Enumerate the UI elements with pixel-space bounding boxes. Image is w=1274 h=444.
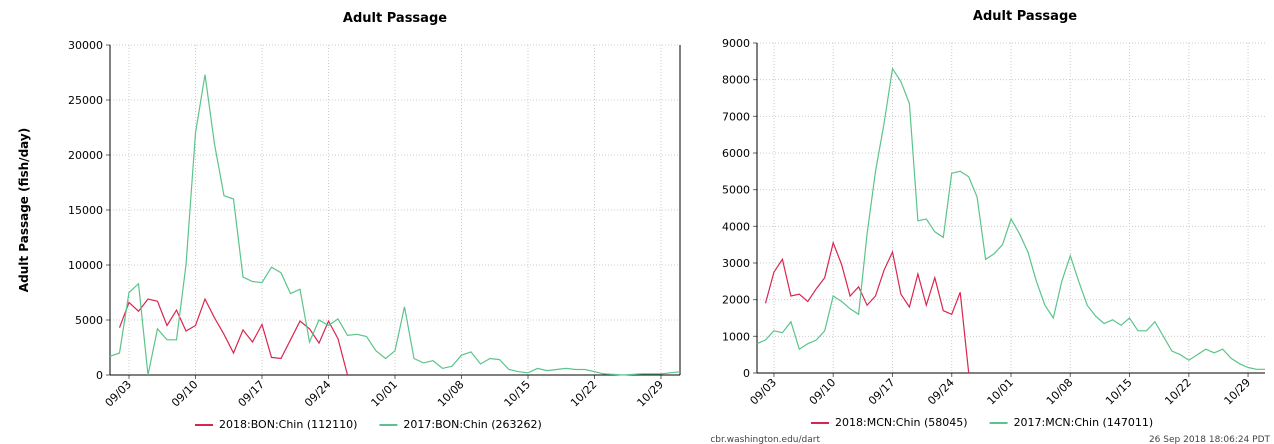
x-tick-label: 10/08 (435, 378, 467, 410)
legend-label: 2018:BON:Chin (112110) (219, 418, 357, 431)
x-tick-label: 09/10 (169, 378, 201, 410)
legend-label: 2017:BON:Chin (263262) (403, 418, 541, 431)
y-tick-label: 15000 (68, 204, 103, 217)
y-tick-label: 0 (96, 369, 103, 382)
y-tick-label: 30000 (68, 39, 103, 52)
x-tick-label: 09/17 (236, 378, 268, 410)
x-tick-label: 09/10 (807, 376, 839, 408)
x-tick-label: 10/01 (369, 378, 401, 410)
y-tick-label: 0 (743, 367, 750, 380)
x-tick-label: 09/24 (925, 376, 957, 408)
x-tick-label: 10/22 (1162, 376, 1194, 408)
y-tick-label: 1000 (722, 330, 750, 343)
x-tick-label: 10/15 (502, 378, 534, 410)
footer-site: cbr.washington.edu/dart (710, 435, 820, 444)
series-line (109, 74, 681, 376)
chart-title: Adult Passage (343, 11, 447, 26)
x-tick-label: 09/03 (103, 378, 135, 410)
y-tick-label: 25000 (68, 94, 103, 107)
y-tick-label: 20000 (68, 149, 103, 162)
y-tick-label: 6000 (722, 147, 750, 160)
y-tick-label: 5000 (75, 314, 103, 327)
x-tick-label: 10/01 (985, 376, 1017, 408)
series-line (764, 240, 970, 374)
legend-label: 2018:MCN:Chin (58045) (835, 416, 968, 429)
x-tick-label: 10/15 (1103, 376, 1135, 408)
y-tick-label: 5000 (722, 184, 750, 197)
y-tick-label: 4000 (722, 220, 750, 233)
x-tick-label: 09/17 (866, 376, 898, 408)
y-axis-label: Adult Passage (fish/day) (17, 128, 31, 292)
series-line (118, 297, 349, 376)
footer-timestamp: 26 Sep 2018 18:06:24 PDT (1149, 435, 1271, 444)
x-tick-label: 10/08 (1044, 376, 1076, 408)
chart-title: Adult Passage (973, 9, 1077, 24)
y-tick-label: 8000 (722, 74, 750, 87)
x-tick-label: 10/29 (635, 378, 667, 410)
y-tick-label: 2000 (722, 294, 750, 307)
series-line (756, 67, 1265, 370)
x-tick-label: 09/24 (302, 378, 334, 410)
x-tick-label: 10/29 (1222, 376, 1254, 408)
x-tick-label: 10/22 (568, 378, 600, 410)
y-tick-label: 10000 (68, 259, 103, 272)
y-tick-label: 3000 (722, 257, 750, 270)
x-tick-label: 09/03 (747, 376, 779, 408)
y-tick-label: 7000 (722, 110, 750, 123)
y-tick-label: 9000 (722, 37, 750, 50)
legend-label: 2017:MCN:Chin (147011) (1014, 416, 1154, 429)
